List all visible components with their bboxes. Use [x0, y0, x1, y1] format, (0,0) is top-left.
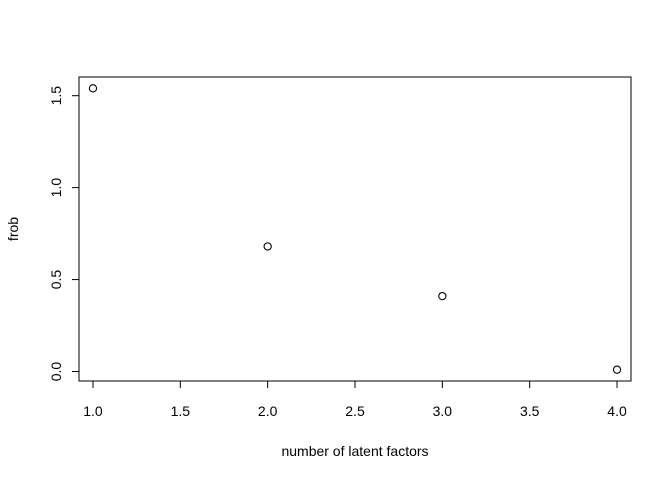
- x-tick-label: 3.5: [520, 403, 540, 419]
- data-point: [612, 365, 622, 374]
- plot-frame: [78, 76, 632, 382]
- x-tick-label: 1.5: [171, 403, 191, 419]
- x-tick-label: 1.0: [83, 403, 103, 419]
- data-point: [263, 242, 272, 251]
- y-tick-label: 1.5: [48, 86, 64, 106]
- y-axis: 0.0 0.5 1.0 1.5: [48, 86, 80, 382]
- data-points: [88, 84, 622, 374]
- x-tick-label: 2.0: [258, 403, 278, 419]
- data-point: [438, 291, 447, 301]
- y-tick-label: 0.0: [48, 362, 64, 382]
- x-axis: 1.0 1.5 2.0 2.5 3.0 3.5 4.0: [83, 380, 627, 419]
- x-tick-label: 3.0: [433, 403, 453, 419]
- x-tick-label: 2.5: [345, 403, 365, 419]
- x-tick-label: 4.0: [607, 403, 627, 419]
- x-axis-title: number of latent factors: [281, 443, 428, 459]
- y-axis-title: frob: [5, 217, 21, 241]
- y-tick-label: 1.0: [48, 178, 64, 198]
- data-point: [88, 84, 98, 93]
- y-tick-label: 0.5: [48, 270, 64, 290]
